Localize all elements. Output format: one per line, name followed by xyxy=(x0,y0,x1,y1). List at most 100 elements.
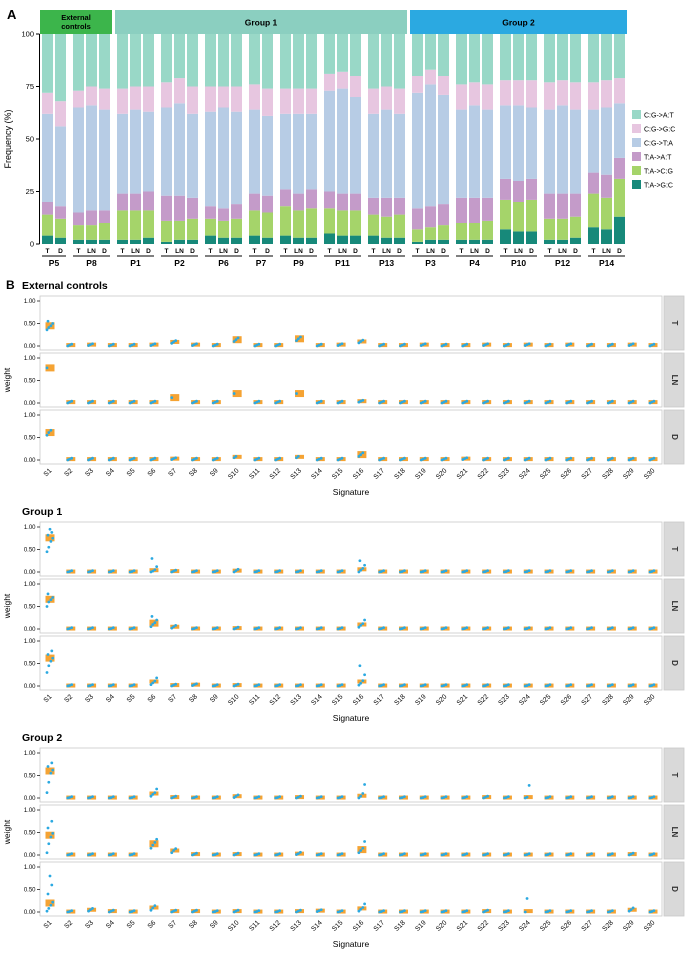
patient-label: P7 xyxy=(256,258,267,268)
bar-segment xyxy=(306,189,317,209)
data-point xyxy=(546,910,550,913)
data-point xyxy=(548,626,552,630)
sample-tick-label: T xyxy=(416,248,420,255)
y-tick-label: 0.50 xyxy=(24,831,36,837)
data-point xyxy=(359,681,363,685)
data-point xyxy=(569,683,573,687)
bar-segment xyxy=(218,237,229,244)
data-point xyxy=(195,399,198,403)
y-tick-label: 0.00 xyxy=(24,627,36,633)
y-tick-label: 0 xyxy=(30,240,34,249)
bar-segment xyxy=(174,239,185,244)
data-point xyxy=(234,683,238,687)
data-point xyxy=(465,399,469,403)
bar-segment xyxy=(161,220,172,242)
data-point xyxy=(317,627,321,630)
bar-segment xyxy=(456,197,467,223)
data-point xyxy=(296,570,300,573)
bar-segment xyxy=(262,195,273,213)
data-point xyxy=(88,684,92,687)
y-tick-label: 0.00 xyxy=(24,853,36,859)
sample-tick-label: LN xyxy=(338,248,347,255)
bar-segment xyxy=(130,109,141,194)
legend-label: C:G->G:C xyxy=(644,127,675,134)
bar-segment xyxy=(570,237,581,244)
data-point xyxy=(340,683,344,687)
data-point xyxy=(569,795,573,799)
data-point xyxy=(257,569,261,573)
data-point xyxy=(236,682,240,686)
facet-strip-label: D xyxy=(670,434,679,440)
bar-segment xyxy=(324,191,335,209)
data-point xyxy=(234,626,238,630)
x-tick-label: S8 xyxy=(188,693,199,704)
data-point xyxy=(276,853,279,856)
data-point xyxy=(255,457,259,461)
data-point xyxy=(463,684,467,687)
data-point xyxy=(338,457,342,461)
y-axis-title: weight xyxy=(2,593,12,619)
data-point xyxy=(153,456,157,460)
data-point xyxy=(421,627,425,630)
sample-tick-label: LN xyxy=(602,248,611,255)
data-point xyxy=(236,625,240,629)
patient-label: P4 xyxy=(469,258,480,268)
data-point xyxy=(569,456,573,460)
bar-segment xyxy=(218,107,229,209)
sample-tick-label: D xyxy=(58,248,63,255)
bar-segment xyxy=(482,34,493,85)
sample-tick-label: D xyxy=(309,248,314,255)
bar-segment xyxy=(425,239,436,244)
bar-segment xyxy=(117,239,128,244)
data-point xyxy=(442,853,446,856)
subplot-title: Group 1 xyxy=(22,506,62,518)
data-point xyxy=(149,846,153,850)
data-point xyxy=(49,659,53,663)
bar-segment xyxy=(425,34,436,70)
bar-segment xyxy=(205,111,216,207)
bar-segment xyxy=(42,202,53,215)
y-tick-label: 0.00 xyxy=(24,458,36,464)
data-point xyxy=(486,399,489,403)
facet-strip-label: T xyxy=(670,773,679,778)
x-tick-label: S24 xyxy=(518,693,532,707)
data-point xyxy=(504,457,508,461)
data-point xyxy=(296,627,300,630)
data-point xyxy=(629,684,633,687)
patient-label: P2 xyxy=(174,258,185,268)
bar-segment xyxy=(262,115,273,196)
bar-segment xyxy=(205,235,216,244)
data-point xyxy=(48,527,52,531)
x-tick-label: S12 xyxy=(269,693,283,707)
data-point xyxy=(195,851,198,855)
data-point xyxy=(484,627,487,630)
y-tick-label: 0.50 xyxy=(24,436,36,442)
data-point xyxy=(130,684,134,687)
data-point xyxy=(631,851,635,855)
panel-a-stacked-bar-chart: A T D P5 T LN D P8 T LN D P1 T LN D P2 T LN D P6 T D P7 T LN D P9 T… xyxy=(3,7,675,268)
bar-segment xyxy=(231,237,242,244)
data-point xyxy=(546,796,550,799)
data-point xyxy=(296,337,300,341)
x-tick-label: S25 xyxy=(539,467,553,481)
data-point xyxy=(569,852,573,856)
data-point xyxy=(631,569,635,573)
sample-tick-label: D xyxy=(353,248,358,255)
data-point xyxy=(608,457,612,461)
bar-segment xyxy=(187,86,198,114)
bar-segment xyxy=(293,210,304,238)
data-point xyxy=(465,626,469,630)
bar-segment xyxy=(394,214,405,238)
sample-tick-label: T xyxy=(460,248,464,255)
bar-segment xyxy=(601,34,612,81)
x-tick-label: S2 xyxy=(63,693,74,704)
bar-segment xyxy=(86,105,97,211)
x-tick-label: S16 xyxy=(352,693,366,707)
data-point xyxy=(567,457,571,461)
data-point xyxy=(70,456,74,460)
data-point xyxy=(631,626,635,630)
data-point xyxy=(132,795,136,799)
data-point xyxy=(255,853,259,856)
data-point xyxy=(650,570,654,573)
bar-segment xyxy=(500,199,511,230)
